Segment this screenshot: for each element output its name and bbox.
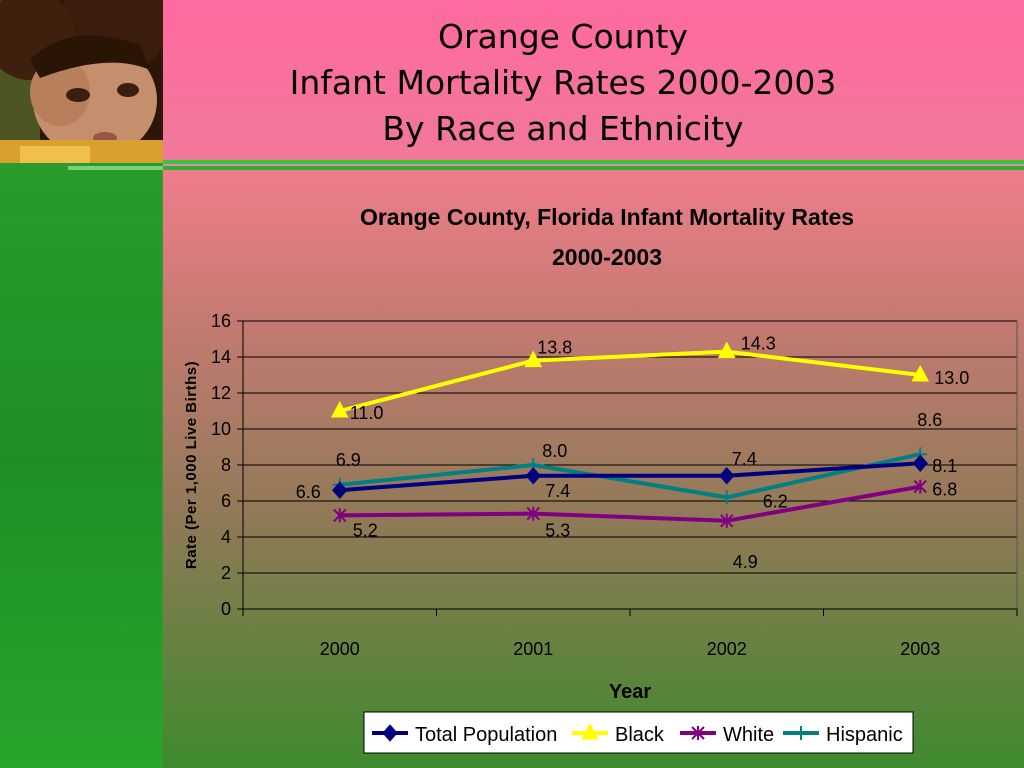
data-point xyxy=(333,508,347,523)
slide-title-line: By Race and Ethnicity xyxy=(382,109,744,148)
y-tick-label: 12 xyxy=(211,383,231,403)
legend-marker xyxy=(382,724,398,742)
slide-title: Orange County Infant Mortality Rates 200… xyxy=(163,14,963,152)
legend: Total Population Black White Hispanic xyxy=(363,711,914,754)
x-axis-title: Year xyxy=(609,681,651,703)
data-label: 6.6 xyxy=(296,482,321,502)
data-point xyxy=(912,454,928,472)
data-label: 8.1 xyxy=(932,456,957,476)
legend-label: Black xyxy=(615,724,665,746)
legend-label: Total Population xyxy=(415,724,557,746)
x-tick-label: 2000 xyxy=(320,639,360,659)
series-line xyxy=(339,461,921,493)
data-label: 4.9 xyxy=(733,552,758,572)
data-label: 13.8 xyxy=(537,338,572,358)
x-tick-label: 2002 xyxy=(707,639,747,659)
y-tick-label: 8 xyxy=(221,455,231,475)
slide-title-line: Infant Mortality Rates 2000-2003 xyxy=(289,63,837,102)
legend-label: White xyxy=(723,724,774,746)
series-line xyxy=(339,484,921,523)
gridlines xyxy=(243,320,1018,609)
series-group xyxy=(330,341,930,528)
x-tick-label: 2001 xyxy=(513,639,553,659)
slide-content xyxy=(163,170,1024,768)
data-point xyxy=(719,467,735,485)
legend-box xyxy=(363,711,914,754)
slide-header xyxy=(163,0,1024,160)
chart-subtitle: 2000-2003 xyxy=(552,244,662,270)
data-label: 6.2 xyxy=(763,491,788,511)
divider-stripe xyxy=(163,166,1024,170)
legend-label: Hispanic xyxy=(826,724,903,746)
data-label: 11.0 xyxy=(350,403,384,423)
x-tick-label: 2003 xyxy=(900,639,940,659)
data-label: 7.4 xyxy=(732,449,757,469)
child-photo xyxy=(0,0,163,163)
y-tick-label: 4 xyxy=(221,527,231,547)
data-point xyxy=(330,400,349,418)
series-line xyxy=(339,452,921,500)
y-tick-label: 6 xyxy=(221,491,231,511)
series-line xyxy=(339,349,921,413)
data-label: 5.2 xyxy=(353,520,378,540)
data-point xyxy=(720,513,734,528)
data-point xyxy=(717,341,736,359)
divider-stripe xyxy=(163,160,1024,164)
data-point xyxy=(525,467,541,485)
data-label: 7.4 xyxy=(545,481,570,501)
slide-title-line: Orange County xyxy=(438,17,688,56)
data-label: 6.9 xyxy=(336,450,361,470)
axes: 0 2 4 6 8 10 12 14 16 2000 2001 2002 2003 xyxy=(211,311,1018,659)
data-point xyxy=(913,479,927,494)
y-tick-label: 16 xyxy=(211,311,231,331)
child-photo-image xyxy=(0,0,163,163)
divider-stripe xyxy=(163,164,1024,166)
data-point xyxy=(719,490,734,505)
legend-marker xyxy=(691,726,705,740)
data-labels: 6.6 7.4 7.4 8.1 11.0 13.8 14.3 13.0 5.2 5.3 4.9 6.8… xyxy=(296,334,970,572)
data-label: 13.0 xyxy=(934,368,969,388)
data-point xyxy=(911,364,930,382)
data-point xyxy=(524,350,543,368)
data-label: 14.3 xyxy=(741,334,776,354)
y-tick-label: 2 xyxy=(221,563,231,583)
data-label: 6.8 xyxy=(932,480,957,500)
data-label: 5.3 xyxy=(545,521,570,541)
divider-stripe xyxy=(68,166,163,170)
data-point xyxy=(526,506,540,521)
legend-marker xyxy=(794,726,808,740)
data-label: 8.0 xyxy=(542,441,567,461)
y-tick-label: 10 xyxy=(211,419,231,439)
y-axis-title: Rate (Per 1,000 Live Births) xyxy=(183,361,200,569)
data-point xyxy=(332,481,348,499)
data-label: 8.6 xyxy=(917,410,942,430)
legend-marker xyxy=(581,722,599,740)
y-tick-label: 0 xyxy=(221,599,231,619)
chart-title: Orange County, Florida Infant Mortality … xyxy=(360,204,854,230)
y-tick-label: 14 xyxy=(211,347,231,367)
